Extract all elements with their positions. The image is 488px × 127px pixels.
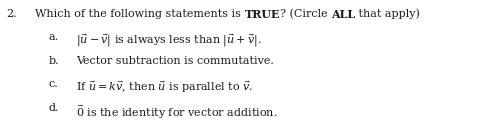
Text: 2.: 2. <box>6 9 17 19</box>
Text: c.: c. <box>49 79 59 89</box>
Text: $|\vec{u}-\vec{v}|$ is always less than $|\vec{u}+\vec{v}|$.: $|\vec{u}-\vec{v}|$ is always less than … <box>76 32 262 49</box>
Text: If $\vec{u}=k\vec{v}$, then $\vec{u}$ is parallel to $\vec{v}$.: If $\vec{u}=k\vec{v}$, then $\vec{u}$ is… <box>76 79 253 95</box>
Text: b.: b. <box>49 56 60 66</box>
Text: Which of the following statements is: Which of the following statements is <box>35 9 244 19</box>
Text: Vector subtraction is commutative.: Vector subtraction is commutative. <box>76 56 273 66</box>
Text: that apply): that apply) <box>355 9 420 19</box>
Text: ? (Circle: ? (Circle <box>280 9 331 19</box>
Text: $\vec{0}$ is the identity for vector addition.: $\vec{0}$ is the identity for vector add… <box>76 103 277 121</box>
Text: d.: d. <box>49 103 60 113</box>
Text: TRUE: TRUE <box>244 9 280 20</box>
Text: a.: a. <box>49 32 59 42</box>
Text: ALL: ALL <box>331 9 355 20</box>
